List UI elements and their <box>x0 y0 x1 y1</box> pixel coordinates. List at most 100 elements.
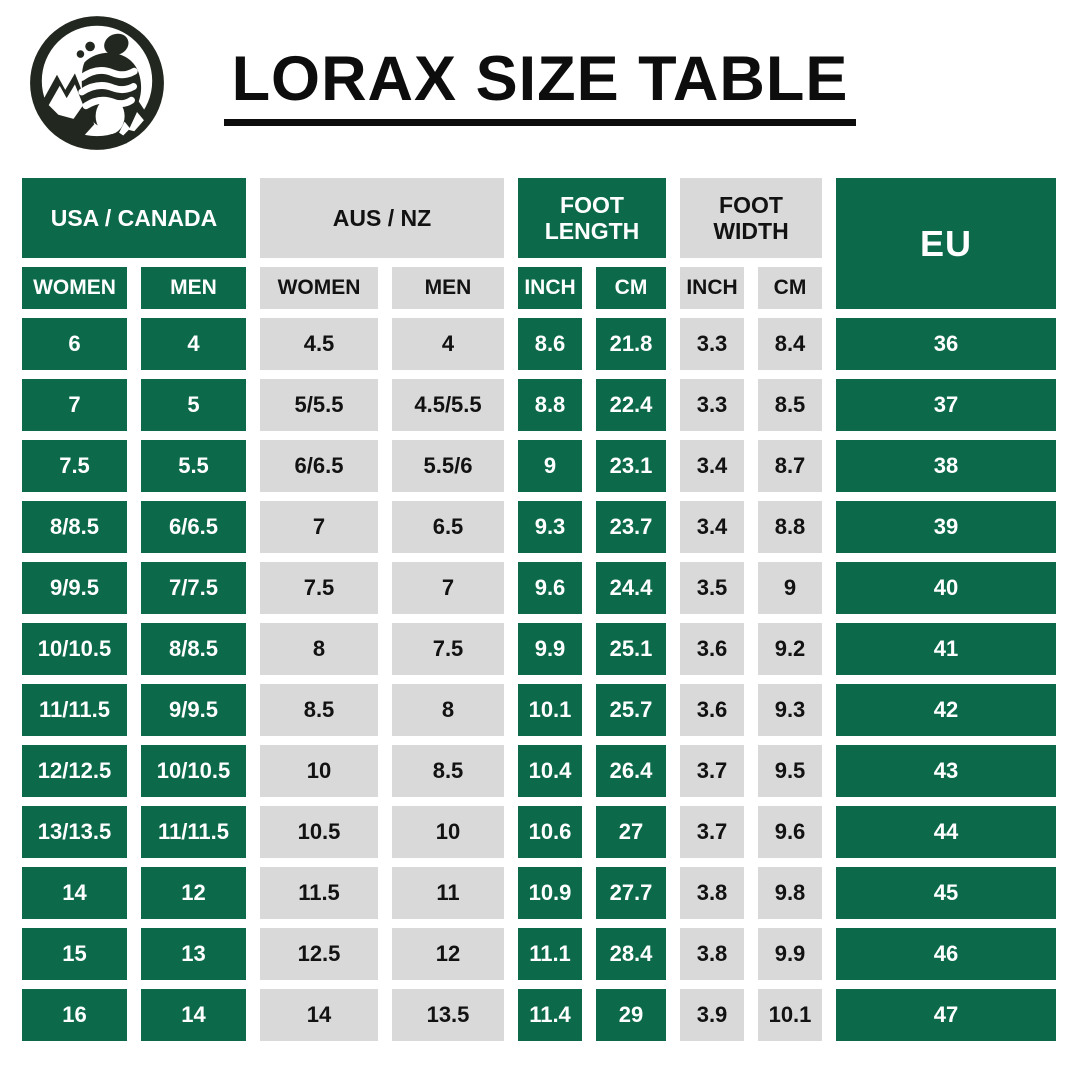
size-cell: 4 <box>141 318 246 370</box>
size-cell: 11.5 <box>260 867 378 919</box>
size-cell: 9.8 <box>758 867 822 919</box>
header: LORAX SIZE TABLE <box>0 0 1080 178</box>
size-cell: 25.7 <box>596 684 666 736</box>
title-wrap: LORAX SIZE TABLE <box>0 46 1080 127</box>
size-cell: 42 <box>836 684 1056 736</box>
size-cell: 12/12.5 <box>22 745 127 797</box>
size-cell: 9/9.5 <box>22 562 127 614</box>
size-cell: 46 <box>836 928 1056 980</box>
size-cell: 37 <box>836 379 1056 431</box>
size-cell: 7.5 <box>392 623 504 675</box>
size-cell: 8.8 <box>518 379 582 431</box>
size-cell: 9.9 <box>518 623 582 675</box>
size-cell: 8 <box>392 684 504 736</box>
size-cell: 23.1 <box>596 440 666 492</box>
page-title: LORAX SIZE TABLE <box>223 46 857 127</box>
size-cell: 3.3 <box>680 379 744 431</box>
size-cell: 13 <box>141 928 246 980</box>
size-cell: 38 <box>836 440 1056 492</box>
size-cell: 47 <box>836 989 1056 1041</box>
size-cell: 7 <box>22 379 127 431</box>
size-cell: 27.7 <box>596 867 666 919</box>
size-cell: 6/6.5 <box>260 440 378 492</box>
size-cell: 11/11.5 <box>141 806 246 858</box>
size-cell: 43 <box>836 745 1056 797</box>
size-cell: 8.8 <box>758 501 822 553</box>
size-cell: 5.5/6 <box>392 440 504 492</box>
size-cell: 9.3 <box>758 684 822 736</box>
size-cell: 8.5 <box>392 745 504 797</box>
size-cell: 8 <box>260 623 378 675</box>
size-cell: 10.5 <box>260 806 378 858</box>
size-cell: 3.5 <box>680 562 744 614</box>
size-cell: 3.4 <box>680 501 744 553</box>
size-cell: 9.6 <box>518 562 582 614</box>
size-cell: 3.9 <box>680 989 744 1041</box>
size-cell: 7.5 <box>22 440 127 492</box>
subheader-length-cm: CM <box>596 267 666 309</box>
size-cell: 10.1 <box>518 684 582 736</box>
size-cell: 3.3 <box>680 318 744 370</box>
size-cell: 5/5.5 <box>260 379 378 431</box>
size-cell: 26.4 <box>596 745 666 797</box>
size-cell: 3.8 <box>680 928 744 980</box>
size-cell: 21.8 <box>596 318 666 370</box>
size-cell: 15 <box>22 928 127 980</box>
size-cell: 27 <box>596 806 666 858</box>
size-cell: 6.5 <box>392 501 504 553</box>
size-cell: 10 <box>392 806 504 858</box>
subheader-width-cm: CM <box>758 267 822 309</box>
size-cell: 13.5 <box>392 989 504 1041</box>
size-cell: 22.4 <box>596 379 666 431</box>
size-cell: 10.6 <box>518 806 582 858</box>
size-cell: 10.4 <box>518 745 582 797</box>
size-cell: 44 <box>836 806 1056 858</box>
size-cell: 29 <box>596 989 666 1041</box>
group-header-aus-nz: AUS / NZ <box>260 178 504 258</box>
size-cell: 14 <box>141 989 246 1041</box>
size-cell: 13/13.5 <box>22 806 127 858</box>
size-cell: 7 <box>392 562 504 614</box>
size-cell: 23.7 <box>596 501 666 553</box>
size-cell: 45 <box>836 867 1056 919</box>
size-cell: 10/10.5 <box>141 745 246 797</box>
size-cell: 4.5 <box>260 318 378 370</box>
size-cell: 36 <box>836 318 1056 370</box>
size-cell: 8/8.5 <box>22 501 127 553</box>
subheader-aus-women: WOMEN <box>260 267 378 309</box>
size-cell: 9.6 <box>758 806 822 858</box>
barefoot-mountain-icon <box>30 16 164 150</box>
size-cell: 11.1 <box>518 928 582 980</box>
size-cell: 3.7 <box>680 745 744 797</box>
group-header-eu: EU <box>836 178 1056 309</box>
size-cell: 10.9 <box>518 867 582 919</box>
size-cell: 4 <box>392 318 504 370</box>
subheader-usa-women: WOMEN <box>22 267 127 309</box>
size-cell: 6/6.5 <box>141 501 246 553</box>
size-cell: 8.5 <box>260 684 378 736</box>
size-cell: 6 <box>22 318 127 370</box>
size-cell: 9.2 <box>758 623 822 675</box>
size-table: USA / CANADA AUS / NZ FOOT LENGTH FOOT W… <box>0 178 1080 1041</box>
size-cell: 3.6 <box>680 684 744 736</box>
size-cell: 8.7 <box>758 440 822 492</box>
size-cell: 11 <box>392 867 504 919</box>
size-cell: 8/8.5 <box>141 623 246 675</box>
size-cell: 40 <box>836 562 1056 614</box>
size-cell: 9 <box>758 562 822 614</box>
size-cell: 7 <box>260 501 378 553</box>
size-cell: 9.3 <box>518 501 582 553</box>
size-cell: 3.8 <box>680 867 744 919</box>
size-cell: 41 <box>836 623 1056 675</box>
size-cell: 11/11.5 <box>22 684 127 736</box>
size-cell: 7.5 <box>260 562 378 614</box>
size-cell: 16 <box>22 989 127 1041</box>
size-cell: 5 <box>141 379 246 431</box>
size-cell: 12 <box>141 867 246 919</box>
size-cell: 14 <box>260 989 378 1041</box>
group-header-foot-length: FOOT LENGTH <box>518 178 666 258</box>
subheader-width-inch: INCH <box>680 267 744 309</box>
size-cell: 14 <box>22 867 127 919</box>
brand-logo <box>28 14 166 152</box>
